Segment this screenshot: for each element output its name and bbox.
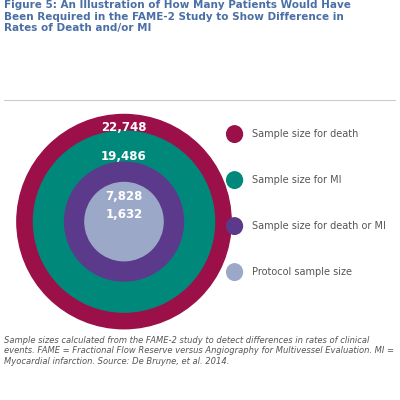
Text: Figure 5: An Illustration of How Many Patients Would Have
Been Required in the F: Figure 5: An Illustration of How Many Pa…	[4, 0, 351, 33]
Text: 1,632: 1,632	[105, 208, 143, 221]
Circle shape	[227, 264, 242, 280]
Text: Sample size for death: Sample size for death	[252, 129, 358, 139]
Text: Sample size for death or MI: Sample size for death or MI	[252, 221, 386, 231]
Circle shape	[85, 182, 163, 261]
Text: Protocol sample size: Protocol sample size	[252, 267, 352, 277]
Circle shape	[34, 131, 214, 312]
Circle shape	[17, 114, 231, 329]
Text: 19,486: 19,486	[101, 150, 147, 163]
Circle shape	[64, 162, 184, 281]
Text: 7,828: 7,828	[105, 190, 143, 203]
Text: Sample size for MI: Sample size for MI	[252, 175, 342, 185]
Circle shape	[227, 172, 242, 188]
Circle shape	[227, 126, 242, 142]
Text: 22,748: 22,748	[101, 121, 147, 134]
Circle shape	[227, 218, 242, 234]
Text: Sample sizes calculated from the FAME-2 study to detect differences in rates of : Sample sizes calculated from the FAME-2 …	[4, 336, 394, 366]
